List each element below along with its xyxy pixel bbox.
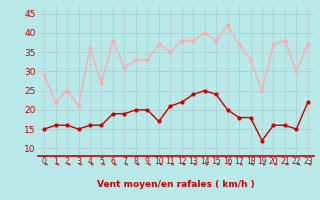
- X-axis label: Vent moyen/en rafales ( km/h ): Vent moyen/en rafales ( km/h ): [97, 180, 255, 189]
